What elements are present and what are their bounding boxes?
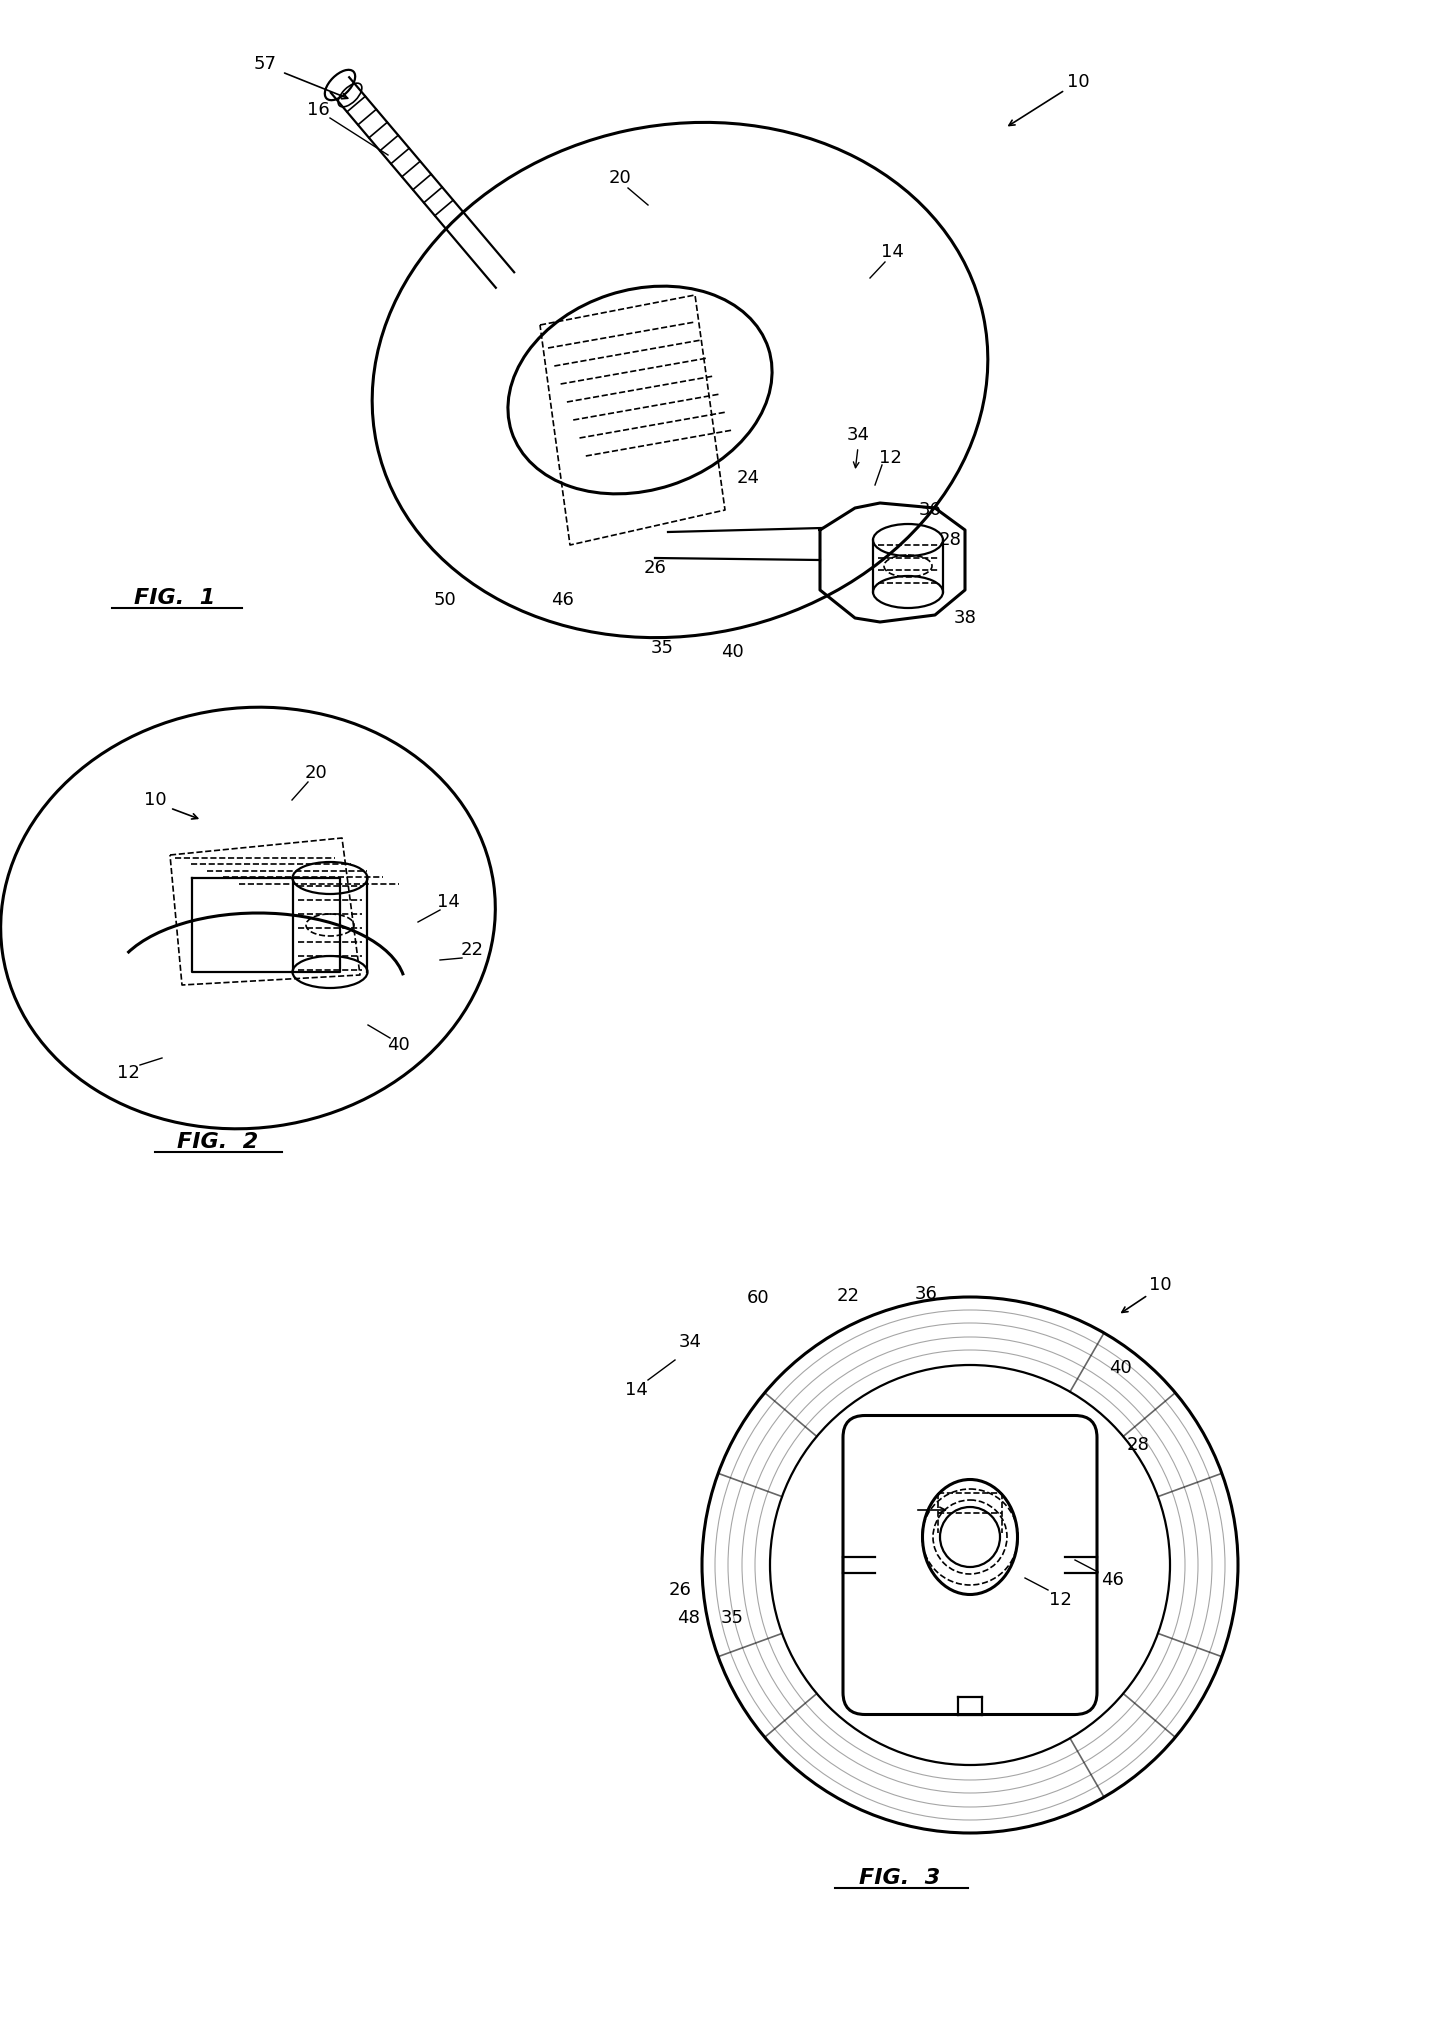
Text: 40: 40	[1109, 1359, 1132, 1378]
Text: 35: 35	[720, 1610, 743, 1626]
Text: 46: 46	[1100, 1572, 1123, 1590]
Text: 10: 10	[1067, 73, 1090, 91]
Text: 24: 24	[736, 469, 759, 487]
Text: FIG.  2: FIG. 2	[177, 1131, 259, 1151]
Text: 20: 20	[305, 764, 328, 782]
Text: 34: 34	[847, 426, 870, 444]
Text: 48: 48	[676, 1610, 699, 1626]
Text: 10: 10	[1149, 1277, 1172, 1295]
Text: 12: 12	[1048, 1592, 1071, 1610]
Text: 14: 14	[880, 242, 903, 261]
Text: 12: 12	[116, 1065, 139, 1083]
Text: 14: 14	[624, 1382, 647, 1400]
Text: FIG.  3: FIG. 3	[860, 1868, 940, 1889]
Text: 60: 60	[746, 1289, 769, 1307]
Text: 10: 10	[144, 792, 167, 808]
Text: 26: 26	[644, 560, 666, 578]
Text: 22: 22	[460, 941, 483, 960]
Text: 28: 28	[939, 531, 962, 549]
Text: 22: 22	[837, 1287, 860, 1305]
Text: 12: 12	[879, 448, 902, 467]
Text: 16: 16	[306, 101, 329, 119]
Text: 40: 40	[720, 642, 743, 661]
Text: 26: 26	[669, 1582, 692, 1600]
Text: 57: 57	[253, 55, 276, 73]
Text: 36: 36	[919, 501, 942, 519]
Text: 14: 14	[437, 893, 459, 911]
Text: 46: 46	[551, 592, 574, 608]
Text: FIG.  1: FIG. 1	[134, 588, 216, 608]
Text: 50: 50	[434, 592, 456, 608]
Text: 38: 38	[953, 608, 976, 626]
Text: 28: 28	[1126, 1436, 1149, 1454]
Text: 20: 20	[608, 170, 631, 188]
Text: 34: 34	[679, 1333, 702, 1351]
Text: 36: 36	[915, 1285, 938, 1303]
Text: 35: 35	[650, 638, 673, 657]
Text: 40: 40	[387, 1036, 410, 1054]
